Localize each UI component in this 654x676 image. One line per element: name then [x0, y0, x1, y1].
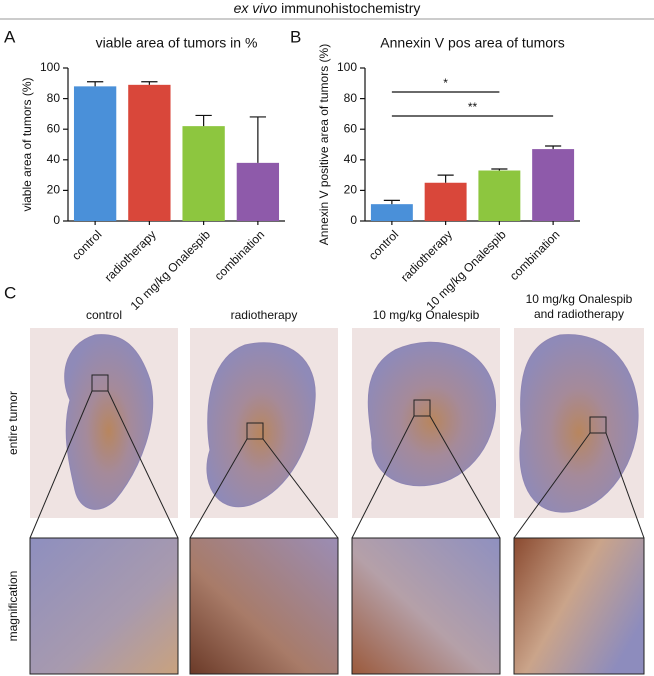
significance-label: * — [443, 76, 448, 90]
y-tick-label: 20 — [47, 183, 61, 197]
y-tick-label: 0 — [53, 213, 60, 227]
bar — [73, 86, 117, 221]
chart-title: Annexin V pos area of tumors — [380, 35, 564, 51]
tumor-tissue — [206, 342, 316, 508]
x-tick-label: combination — [212, 227, 268, 283]
y-tick-label: 20 — [344, 183, 358, 197]
tumor-tissue — [367, 341, 497, 487]
figure-title: ex vivo immunohistochemistry — [234, 0, 421, 16]
panel-label: C — [4, 283, 16, 302]
row-label: entire tumor — [6, 391, 20, 455]
bar — [236, 162, 280, 221]
tumor-tissue — [64, 334, 154, 510]
zoom-line — [429, 415, 501, 539]
y-tick-label: 60 — [344, 121, 358, 135]
panel-label: A — [4, 27, 16, 46]
y-tick-label: 60 — [47, 121, 61, 135]
magnified-image — [513, 537, 645, 675]
chart-title: viable area of tumors in % — [96, 35, 258, 51]
y-tick-label: 40 — [47, 152, 61, 166]
y-tick-label: 0 — [350, 213, 357, 227]
bar — [424, 182, 467, 221]
title-italic: ex vivo — [234, 0, 278, 16]
y-tick-label: 100 — [337, 60, 357, 74]
panel-label: B — [290, 27, 301, 46]
zoom-line — [351, 415, 415, 539]
zoom-line — [107, 390, 179, 539]
charts: viable area of tumors in % viable area of… — [20, 35, 580, 313]
row-label: magnification — [6, 571, 20, 642]
zoom-line — [189, 438, 248, 539]
bar — [182, 126, 225, 221]
y-tick-label: 100 — [40, 60, 60, 74]
significance-label: ** — [468, 100, 478, 114]
column-header: control — [86, 308, 122, 322]
x-tick-label: radiotherapy — [102, 227, 159, 284]
bar — [370, 204, 413, 221]
bar — [478, 170, 521, 221]
zoom-line — [605, 432, 645, 539]
magnified-image — [189, 537, 339, 675]
title-rest: immunohistochemistry — [281, 0, 420, 16]
y-axis-label: viable area of tumors (%) — [20, 77, 34, 211]
zoom-box — [413, 399, 431, 417]
x-tick-label: control — [366, 227, 401, 262]
bar — [532, 149, 575, 221]
column-header: and radiotherapy — [534, 307, 624, 321]
tumor-tissue — [519, 334, 639, 513]
zoom-line — [29, 390, 93, 539]
zoom-box — [246, 422, 264, 440]
column-header: 10 mg/kg Onalespib — [373, 308, 480, 322]
zoom-box — [91, 374, 109, 392]
x-tick-label: combination — [507, 227, 563, 283]
zoom-box — [589, 416, 607, 434]
y-tick-label: 80 — [47, 91, 61, 105]
bar — [128, 84, 171, 221]
x-tick-label: radiotherapy — [398, 227, 455, 284]
zoom-line — [513, 432, 591, 539]
magnified-image — [351, 537, 501, 675]
panel-c: control radiotherapy 10 mg/kg Onalespib 10 … — [6, 292, 645, 675]
column-header: 10 mg/kg Onalespib — [526, 292, 633, 306]
column-header: radiotherapy — [231, 308, 298, 322]
x-tick-label: control — [69, 227, 104, 262]
y-tick-label: 80 — [344, 91, 358, 105]
y-tick-label: 40 — [344, 152, 358, 166]
magnified-image — [29, 537, 179, 675]
zoom-line — [262, 438, 339, 539]
y-axis-label: Annexin V positive area of tumors (%) — [317, 44, 331, 245]
